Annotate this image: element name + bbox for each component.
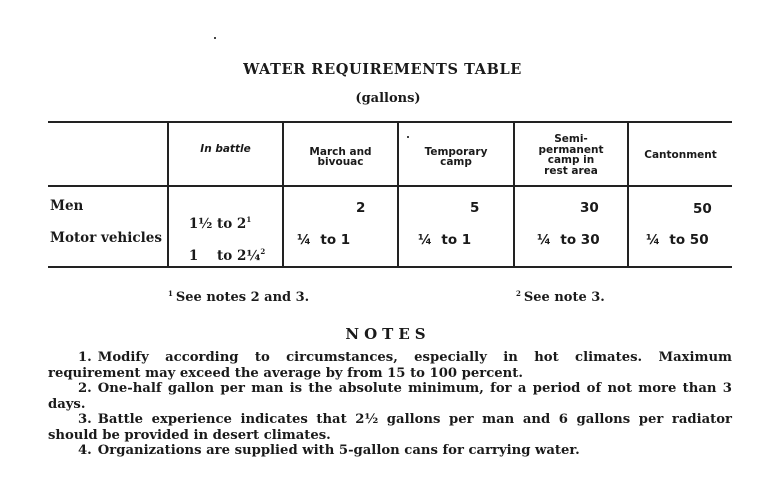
row-label-men: Men — [50, 198, 84, 214]
table-bottom-rule — [48, 266, 732, 268]
table-title: WATER REQUIREMENTS TABLE — [243, 61, 522, 78]
column-header-march-bivouac: March and bivouac — [309, 145, 372, 168]
scan-speck — [214, 37, 216, 39]
row-label-motor-vehicles: Motor vehicles — [50, 230, 162, 246]
table-footnote-1: 1 See notes 2 and 3. — [168, 289, 310, 305]
cell-men-in-battle: 1½ to 21 — [188, 215, 252, 232]
cell-men-semi-permanent: 30 — [580, 200, 599, 216]
note-item: 3. Battle experience indicates that 2½ ga… — [48, 412, 732, 443]
note-item: 1. Modify according to circumstances, esp… — [48, 350, 732, 381]
table-header-rule — [48, 185, 732, 187]
table-subtitle: (gallons) — [355, 91, 421, 106]
cell-men-march: 2 — [356, 200, 366, 216]
cell-vehicles-cantonment: ¼ to 50 — [646, 232, 709, 248]
note-item: 2. One-half gallon per man is the absolut… — [48, 381, 732, 412]
cell-men-temporary: 5 — [470, 200, 480, 216]
cell-vehicles-temporary: ¼ to 1 — [418, 232, 472, 248]
column-divider — [397, 122, 399, 267]
note-item: 4. Organizations are supplied with 5-gall… — [78, 443, 580, 458]
cell-vehicles-semi-permanent: ¼ to 30 — [537, 232, 600, 248]
footnote-marker: 2 — [260, 247, 266, 256]
column-divider — [167, 122, 169, 267]
column-header-cantonment: Cantonment — [644, 148, 717, 161]
notes-list: 1. Modify according to circumstances, esp… — [48, 350, 732, 459]
column-header-semi-permanent-camp: Semi- permanent camp in rest area — [538, 133, 604, 177]
column-header-temporary-camp: Temporary camp — [424, 145, 488, 168]
column-divider — [282, 122, 284, 267]
footnote-marker: 1 — [246, 215, 252, 224]
column-divider — [513, 122, 515, 267]
scan-speck — [407, 136, 409, 138]
table-top-rule — [48, 121, 732, 123]
cell-vehicles-march: ¼ to 1 — [297, 232, 351, 248]
cell-vehicles-in-battle: 1 to 2¼2 — [188, 247, 266, 264]
cell-men-cantonment: 50 — [693, 201, 712, 217]
notes-heading: NOTES — [345, 325, 431, 343]
column-divider — [627, 122, 629, 267]
column-header-in-battle: In battle — [200, 142, 251, 155]
table-footnote-2: 2 See note 3. — [516, 289, 605, 305]
